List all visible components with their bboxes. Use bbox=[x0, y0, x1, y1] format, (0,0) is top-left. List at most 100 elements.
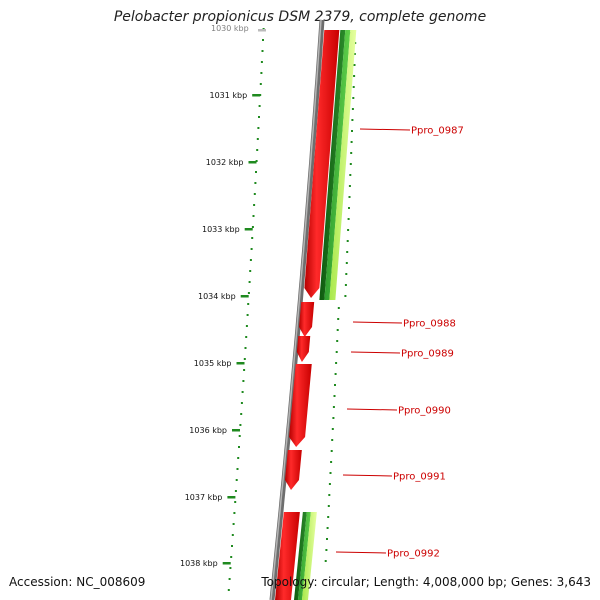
scale-dot bbox=[239, 424, 242, 426]
track-dot bbox=[328, 494, 331, 496]
scale-dot bbox=[234, 490, 237, 492]
gene-leader-line bbox=[350, 351, 401, 354]
scale-tick-label: 1032 kbp bbox=[206, 158, 244, 167]
scale-dot bbox=[245, 336, 248, 338]
gene-label: Ppro_0988 bbox=[403, 319, 456, 330]
track-dot bbox=[353, 64, 356, 66]
track-dot bbox=[347, 218, 350, 220]
scale-tick bbox=[236, 362, 245, 365]
scale-dot bbox=[258, 116, 260, 118]
gene-band-red bbox=[275, 512, 300, 600]
track-dot bbox=[327, 505, 330, 507]
scale-dot bbox=[241, 391, 244, 393]
gene-label: Ppro_0992 bbox=[387, 549, 440, 560]
gene-arrow-red bbox=[299, 302, 315, 337]
track-dot bbox=[329, 472, 332, 474]
track-dot bbox=[336, 329, 339, 331]
scale-dot bbox=[236, 468, 239, 470]
track-dot bbox=[352, 97, 355, 99]
gene-arrow-red bbox=[284, 450, 302, 490]
gene-leader-line bbox=[352, 321, 403, 324]
gene-arrow-red bbox=[289, 364, 312, 447]
gene-arrow-red bbox=[304, 30, 340, 298]
track-dot bbox=[349, 163, 352, 165]
accession-text: Accession: NC_008609 bbox=[9, 575, 146, 589]
scale-dot bbox=[248, 281, 251, 283]
track-dot bbox=[326, 538, 328, 540]
scale-tick bbox=[244, 228, 253, 231]
track-dot bbox=[334, 384, 336, 386]
track-dot bbox=[326, 527, 329, 529]
gene-band-dark-green bbox=[294, 512, 307, 600]
track-dot bbox=[334, 373, 337, 375]
scale-tick-label: 1036 kbp bbox=[189, 426, 227, 435]
scale-dot bbox=[240, 413, 243, 415]
gene-leader-line bbox=[359, 128, 411, 131]
scale-dot bbox=[231, 545, 233, 547]
scale-top-label: 1030 kbp bbox=[211, 24, 249, 33]
gene-label: Ppro_0989 bbox=[401, 349, 454, 360]
scale-dot bbox=[256, 149, 259, 151]
track-dot bbox=[353, 53, 356, 55]
scale-dot bbox=[251, 226, 254, 228]
track-dot bbox=[325, 549, 328, 551]
map-title: Pelobacter propionicus DSM 2379, complet… bbox=[113, 9, 487, 25]
scale-tick bbox=[252, 94, 261, 97]
backbone-line bbox=[269, 19, 325, 600]
scale-dot bbox=[230, 556, 233, 558]
scale-tick-label: 1034 kbp bbox=[198, 292, 236, 301]
track-dot bbox=[328, 483, 331, 485]
track-dot bbox=[346, 240, 349, 242]
gene-band-green bbox=[324, 30, 351, 300]
scale-dot bbox=[245, 325, 248, 327]
scale-tick bbox=[222, 562, 231, 565]
gene-band-green bbox=[298, 512, 311, 600]
scale-dot bbox=[246, 314, 249, 316]
track-dot bbox=[330, 450, 333, 452]
track-dot bbox=[331, 428, 334, 430]
track-dot bbox=[348, 196, 351, 198]
track-dot bbox=[351, 119, 354, 121]
scale-dot bbox=[232, 523, 235, 525]
scale-dot bbox=[247, 292, 250, 294]
scale-dot bbox=[233, 512, 236, 514]
track-dot bbox=[350, 141, 353, 143]
gene-band-light-green bbox=[329, 30, 357, 300]
track-dot bbox=[353, 75, 356, 77]
scale-tick bbox=[227, 496, 236, 499]
track-dot bbox=[332, 406, 335, 408]
scale-tick bbox=[232, 429, 240, 432]
track-dot bbox=[327, 516, 330, 518]
scale-dot bbox=[253, 204, 256, 206]
scale-dot bbox=[255, 171, 257, 173]
scale-dot bbox=[243, 358, 246, 360]
scale-dot bbox=[253, 193, 256, 195]
scale-dot bbox=[237, 457, 240, 459]
scale-dot bbox=[260, 72, 263, 74]
scale-dot bbox=[227, 589, 230, 591]
scale-dot bbox=[260, 61, 263, 63]
track-dot bbox=[346, 251, 349, 253]
scale-dot bbox=[231, 534, 234, 536]
scale-dot bbox=[251, 237, 254, 239]
gene-band-light-green bbox=[302, 512, 317, 600]
track-dot bbox=[333, 395, 336, 397]
track-dot bbox=[348, 185, 351, 187]
scale-tick-label: 1033 kbp bbox=[202, 225, 240, 234]
track-dot bbox=[335, 362, 338, 364]
track-dot bbox=[332, 417, 335, 419]
gene-band-dark-green bbox=[319, 30, 346, 300]
track-dot bbox=[345, 273, 348, 275]
scale-dot bbox=[252, 215, 255, 217]
track-dot bbox=[337, 307, 340, 309]
track-dot bbox=[351, 130, 353, 132]
track-dot bbox=[331, 439, 334, 441]
scale-dot bbox=[238, 435, 241, 437]
gene-label: Ppro_0987 bbox=[411, 126, 464, 137]
track-dot bbox=[344, 284, 347, 286]
scale-dot bbox=[244, 347, 247, 349]
gene-leader-line bbox=[342, 474, 393, 477]
scale-dot bbox=[249, 270, 252, 272]
scale-dot bbox=[234, 501, 237, 503]
